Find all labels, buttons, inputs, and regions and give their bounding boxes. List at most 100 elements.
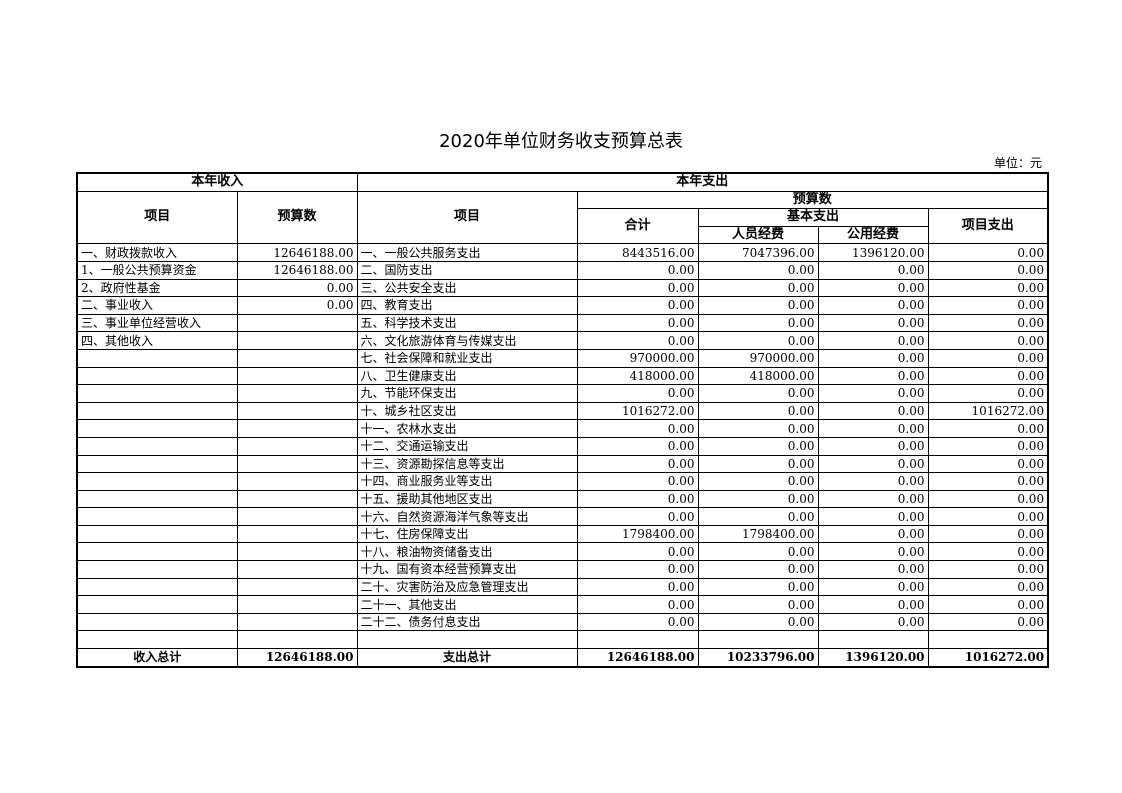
table-cell: 二十二、债务付息支出 (356, 612, 578, 632)
table-cell: 五、科学技术支出 (356, 313, 578, 333)
table-cell: 二、国防支出 (356, 260, 578, 280)
table-cell: 0.00 (576, 542, 699, 562)
table-cell: 0.00 (817, 366, 929, 386)
table-cell: 三、事业单位经营收入 (76, 313, 238, 333)
table-cell: 0.00 (927, 243, 1049, 262)
table-cell: 0.00 (927, 577, 1049, 597)
table-cell: 0.00 (697, 489, 819, 509)
table-cell (817, 630, 929, 650)
table-cell: 0.00 (817, 348, 929, 368)
table-cell: 418000.00 (697, 366, 819, 386)
table-cell: 0.00 (576, 384, 699, 403)
table-row: 十六、自然资源海洋气象等支出 0.00 0.00 0.00 0.00 (76, 507, 1049, 526)
table-row (76, 630, 1049, 650)
table-cell: 0.00 (817, 384, 929, 403)
table-cell: 十五、援助其他地区支出 (356, 489, 578, 509)
table-cell: 12646188.00 (236, 243, 358, 262)
table-cell: 四、其他收入 (76, 331, 238, 350)
table-row: 一、财政拨款收入 12646188.00 一、一般公共服务支出 8443516.00 7… (76, 243, 1049, 262)
table-cell: 0.00 (817, 524, 929, 544)
table-cell: 十二、交通运输支出 (356, 436, 578, 456)
total-cell: 12646188.00 (236, 648, 358, 668)
table-cell: 0.00 (927, 366, 1049, 386)
table-row: 八、卫生健康支出 418000.00 418000.00 0.00 0.00 (76, 366, 1049, 386)
table-cell (76, 384, 238, 403)
table-cell (576, 630, 699, 650)
page-title: 2020年单位财务收支预算总表 (439, 131, 683, 152)
table-cell: 0.00 (817, 595, 929, 614)
table-cell (236, 630, 358, 650)
table-cell: 0.00 (576, 612, 699, 632)
table-cell: 0.00 (927, 331, 1049, 350)
table-cell: 0.00 (576, 436, 699, 456)
table-cell (76, 612, 238, 632)
table-row: 二十、灾害防治及应急管理支出 0.00 0.00 0.00 0.00 (76, 577, 1049, 597)
table-cell: 八、卫生健康支出 (356, 366, 578, 386)
basic-header: 基本支出 (697, 208, 929, 227)
table-cell: 0.00 (236, 296, 358, 315)
table-cell: 六、文化旅游体育与传媒支出 (356, 331, 578, 350)
table-row: 1、一般公共预算资金 12646188.00 二、国防支出 0.00 0.00 0.00 0… (76, 260, 1049, 280)
table-cell: 0.00 (697, 278, 819, 298)
table-cell: 0.00 (576, 507, 699, 526)
table-cell (76, 560, 238, 579)
table-cell: 0.00 (927, 560, 1049, 579)
table-cell: 0.00 (697, 436, 819, 456)
table-cell: 0.00 (927, 348, 1049, 368)
table-row: 二、事业收入 0.00 四、教育支出 0.00 0.00 0.00 0.00 (76, 296, 1049, 315)
table-cell: 0.00 (817, 577, 929, 597)
table-row: 2、政府性基金 0.00 三、公共安全支出 0.00 0.00 0.00 0.00 (76, 278, 1049, 298)
table-cell (76, 595, 238, 614)
table-cell (236, 524, 358, 544)
total-cell: 12646188.00 (576, 648, 699, 668)
table-cell (236, 436, 358, 456)
table-cell: 七、社会保障和就业支出 (356, 348, 578, 368)
table-cell: 0.00 (817, 313, 929, 333)
table-cell: 十一、农林水支出 (356, 419, 578, 438)
table-cell: 0.00 (576, 454, 699, 474)
table-cell: 0.00 (927, 419, 1049, 438)
table-cell: 0.00 (817, 260, 929, 280)
table-cell (76, 630, 238, 650)
table-cell: 二十一、其他支出 (356, 595, 578, 614)
total-cell: 1016272.00 (927, 648, 1049, 668)
totals-row: 收入总计 12646188.00 支出总计 12646188.00 10233796.0… (76, 648, 1049, 668)
table-cell: 0.00 (927, 612, 1049, 632)
income-total-label: 收入总计 (76, 648, 238, 668)
table-row: 二十二、债务付息支出 0.00 0.00 0.00 0.00 (76, 612, 1049, 632)
table-cell: 0.00 (927, 595, 1049, 614)
table-cell: 970000.00 (697, 348, 819, 368)
table-cell (76, 401, 238, 421)
table-cell (76, 507, 238, 526)
table-cell: 九、节能环保支出 (356, 384, 578, 403)
table-cell (76, 366, 238, 386)
table-cell (236, 560, 358, 579)
table-cell: 0.00 (927, 524, 1049, 544)
table-cell: 0.00 (927, 436, 1049, 456)
income-group-header: 本年收入 (76, 172, 358, 192)
table-cell: 0.00 (697, 612, 819, 632)
table-cell (76, 524, 238, 544)
project-header: 项目支出 (927, 208, 1049, 245)
table-cell: 0.00 (817, 507, 929, 526)
table-cell: 0.00 (927, 260, 1049, 280)
table-cell: 0.00 (817, 436, 929, 456)
table-row: 三、事业单位经营收入 五、科学技术支出 0.00 0.00 0.00 0.00 (76, 313, 1049, 333)
table-cell: 0.00 (927, 313, 1049, 333)
table-cell: 十、城乡社区支出 (356, 401, 578, 421)
table-cell: 0.00 (817, 489, 929, 509)
table-cell: 0.00 (927, 454, 1049, 474)
table-cell: 2、政府性基金 (76, 278, 238, 298)
budget-table: 本年收入 本年支出 项目 预算数 项目 预算数 合计 基本支出 项目支出 人员经… (76, 172, 1050, 668)
table-cell (236, 489, 358, 509)
table-cell: 0.00 (817, 331, 929, 350)
table-row: 七、社会保障和就业支出 970000.00 970000.00 0.00 0.00 (76, 348, 1049, 368)
table-cell (236, 577, 358, 597)
table-cell: 二十、灾害防治及应急管理支出 (356, 577, 578, 597)
table-cell: 0.00 (697, 454, 819, 474)
table-cell: 0.00 (697, 560, 819, 579)
table-cell: 0.00 (817, 454, 929, 474)
table-cell: 0.00 (927, 542, 1049, 562)
expense-item-header: 项目 (356, 190, 578, 245)
table-cell (356, 630, 578, 650)
